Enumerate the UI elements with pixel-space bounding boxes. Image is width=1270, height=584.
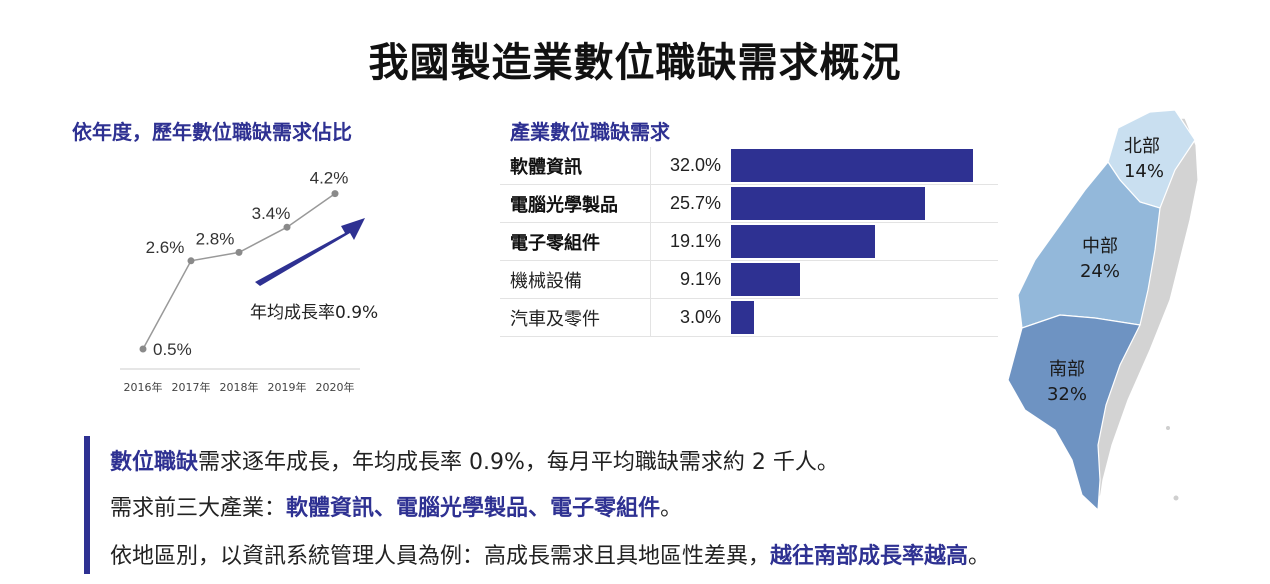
bar [731,301,754,334]
region-central-label: 中部 [1082,236,1118,257]
note-separator: 、 [528,496,551,521]
bar-row: 電子零組件 19.1% [500,222,998,261]
growth-annotation: 年均成長率0.9% [250,303,378,323]
bar-category-label: 軟體資訊 [500,147,651,185]
bar-row: 汽車及零件 3.0% [500,298,998,337]
line-value-label: 0.5% [153,340,192,359]
page-title: 我國製造業數位職缺需求概況 [368,40,902,86]
region-south-label: 南部 [1049,359,1085,380]
map-region-south [1007,314,1141,512]
x-tick-label: 2019年 [268,380,307,394]
line-point [187,257,195,265]
note-highlight: 越往南部成長率越高 [770,544,969,569]
notes-accent-bar [84,436,90,574]
bar-row: 電腦光學製品 25.7% [500,184,998,223]
note-line-2: 需求前三大產業：軟體資訊、電腦光學製品、電子零組件。 [110,490,682,522]
bar-value-label: 3.0% [650,298,731,337]
bar-cell [731,298,998,337]
growth-arrow [255,218,365,286]
line-chart-title: 依年度，歷年數位職缺需求佔比 [72,120,352,144]
note-text: 需求前三大產業： [110,496,287,521]
note-separator: 、 [374,496,397,521]
bar-chart-title: 產業數位職缺需求 [510,120,670,144]
note-highlight: 數位職缺 [110,450,199,475]
note-text: 。 [660,496,683,521]
region-north-label: 北部 [1124,136,1160,157]
bar [731,225,876,258]
line-point [139,345,147,353]
line-value-label: 3.4% [252,204,291,223]
bar-cell [731,184,998,223]
bar-value-label: 19.1% [650,222,731,261]
x-tick-label: 2018年 [220,380,259,394]
bar [731,263,800,296]
bar-cell [731,222,998,261]
x-tick-label: 2017年 [172,380,211,394]
note-text: 需求逐年成長，年均成長率 0.9%，每月平均職缺需求約 2 千人。 [198,450,839,475]
bar-category-label: 電子零組件 [500,222,651,261]
islet-icon [1166,426,1170,430]
bar-row: 機械設備 9.1% [500,260,998,299]
bar-value-label: 25.7% [650,184,731,223]
bar-cell [731,260,998,299]
note-highlight: 軟體資訊 [286,496,375,521]
bar-chart-table: 軟體資訊 32.0% 電腦光學製品 25.7% 電子零組件 19.1% 機械設備 9.1% 汽車… [500,147,998,337]
bar-value-label: 9.1% [650,260,731,299]
note-highlight: 電子零組件 [550,496,661,521]
line-point [283,223,291,231]
x-tick-label: 2020年 [316,380,355,394]
bar-value-label: 32.0% [650,147,731,185]
note-highlight: 電腦光學製品 [396,496,529,521]
line-series [142,192,336,350]
line-point [235,248,243,256]
region-north-value: 14% [1124,161,1164,182]
line-value-label: 4.2% [310,169,349,188]
note-line-3: 依地區別，以資訊系統管理人員為例：高成長需求且具地區性差異，越往南部成長率越高。 [110,538,990,570]
region-south-value: 32% [1047,384,1087,405]
bar [731,149,973,182]
bar-cell [731,147,998,185]
note-text: 。 [968,544,991,569]
bar [731,187,926,220]
line-chart: 0.5% 2.6% 2.8% 3.4% 4.2% 2016年 2017年 2018年 2019… [120,169,378,394]
bar-row: 軟體資訊 32.0% [500,147,998,185]
region-central-value: 24% [1080,261,1120,282]
islet-icon [1173,495,1179,501]
taiwan-map: 北部 14% 中部 24% 南部 32% [1007,109,1199,512]
note-text: 依地區別，以資訊系統管理人員為例：高成長需求且具地區性差異， [110,544,771,569]
x-tick-label: 2016年 [124,380,163,394]
bar-category-label: 汽車及零件 [500,298,651,337]
bar-category-label: 機械設備 [500,260,651,299]
line-value-label: 2.6% [146,238,185,257]
line-value-label: 2.8% [196,229,235,248]
note-line-1: 數位職缺需求逐年成長，年均成長率 0.9%，每月平均職缺需求約 2 千人。 [110,444,839,476]
line-point [331,190,339,198]
bar-category-label: 電腦光學製品 [500,184,651,223]
